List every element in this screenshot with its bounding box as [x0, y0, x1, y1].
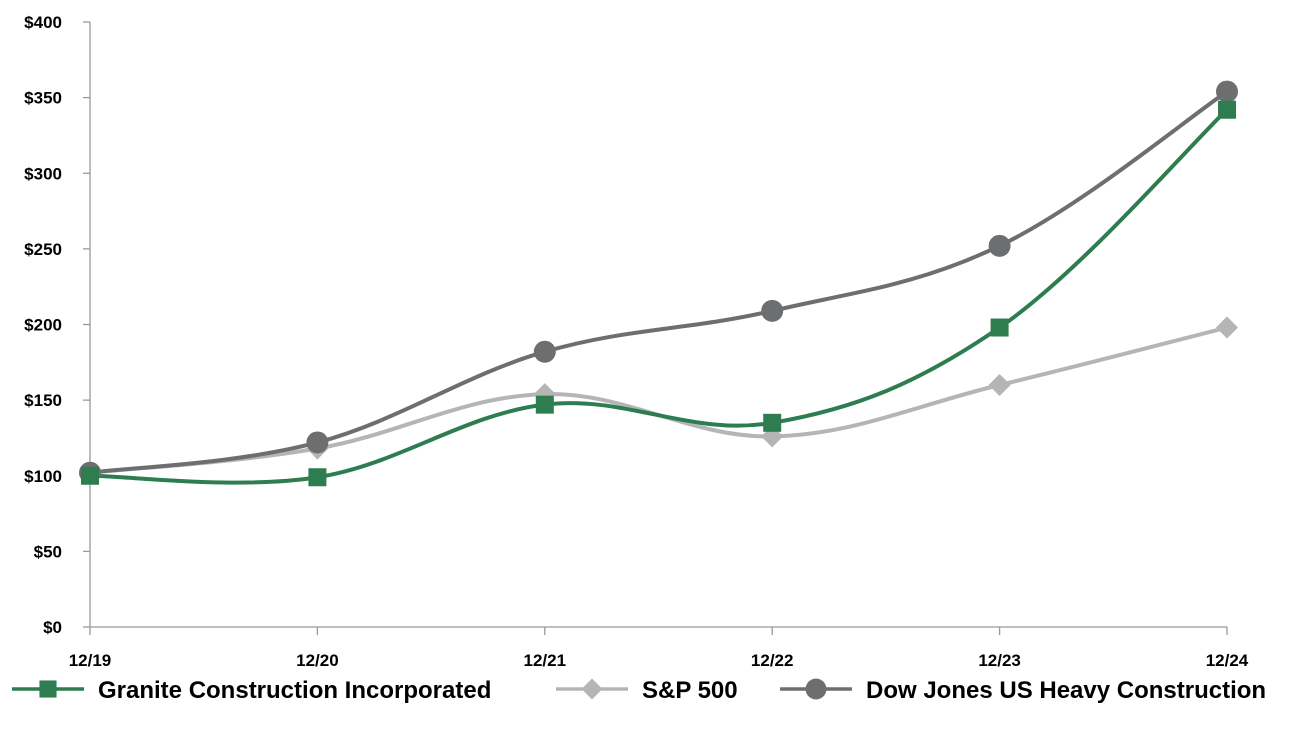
data-point-square [81, 466, 99, 485]
data-point-square [990, 318, 1009, 337]
data-point-diamond [1216, 316, 1238, 339]
x-tick-label: 12/19 [69, 651, 112, 670]
y-tick-label: $300 [24, 164, 62, 183]
legend-marker-square [39, 680, 57, 698]
data-point-circle [988, 234, 1011, 257]
x-tick-label: 12/23 [978, 651, 1021, 670]
legend-label: Granite Construction Incorporated [98, 677, 491, 704]
legend-label: S&P 500 [642, 677, 738, 704]
x-tick-label: 12/24 [1206, 651, 1249, 670]
y-tick-label: $50 [34, 542, 62, 561]
y-axis-ticks: $0 $50 $100 $150 $200 $250 $300 $350 $400 [24, 13, 90, 637]
data-point-square [763, 413, 782, 432]
series-line-square [88, 107, 1229, 485]
y-tick-label: $100 [24, 467, 62, 486]
series-lines [88, 89, 1229, 485]
data-point-circle [761, 299, 784, 322]
legend-item: S&P 500 [556, 677, 738, 704]
y-tick-label: $150 [24, 391, 62, 410]
data-point-circle [1216, 80, 1238, 103]
data-point-diamond [988, 374, 1011, 396]
series-line-diamond [88, 325, 1229, 475]
y-tick-label: $400 [24, 13, 62, 32]
data-point-circle [533, 340, 556, 363]
axes [89, 22, 1227, 628]
legend-marker-circle [805, 678, 827, 700]
x-tick-label: 12/22 [751, 651, 794, 670]
legend-marker-diamond [581, 678, 603, 700]
y-tick-label: $350 [24, 89, 62, 108]
x-tick-label: 12/20 [296, 651, 339, 670]
y-tick-label: $200 [24, 316, 62, 335]
series-line-circle [88, 89, 1229, 475]
y-tick-label: $0 [43, 618, 62, 637]
legend-label: Dow Jones US Heavy Construction [866, 677, 1266, 704]
legend-item: Granite Construction Incorporated [12, 677, 491, 704]
data-point-circle [306, 431, 329, 454]
data-point-square [308, 468, 327, 487]
data-point-square [1218, 100, 1236, 119]
x-axis-ticks: 12/19 12/20 12/21 12/22 12/23 12/24 [69, 627, 1249, 670]
x-tick-label: 12/21 [524, 651, 567, 670]
y-tick-label: $250 [24, 240, 62, 259]
legend-item: Dow Jones US Heavy Construction [780, 677, 1266, 704]
data-point-square [535, 395, 554, 414]
series-markers [79, 80, 1238, 487]
legend: Granite Construction Incorporated S&P 500… [12, 677, 1266, 704]
